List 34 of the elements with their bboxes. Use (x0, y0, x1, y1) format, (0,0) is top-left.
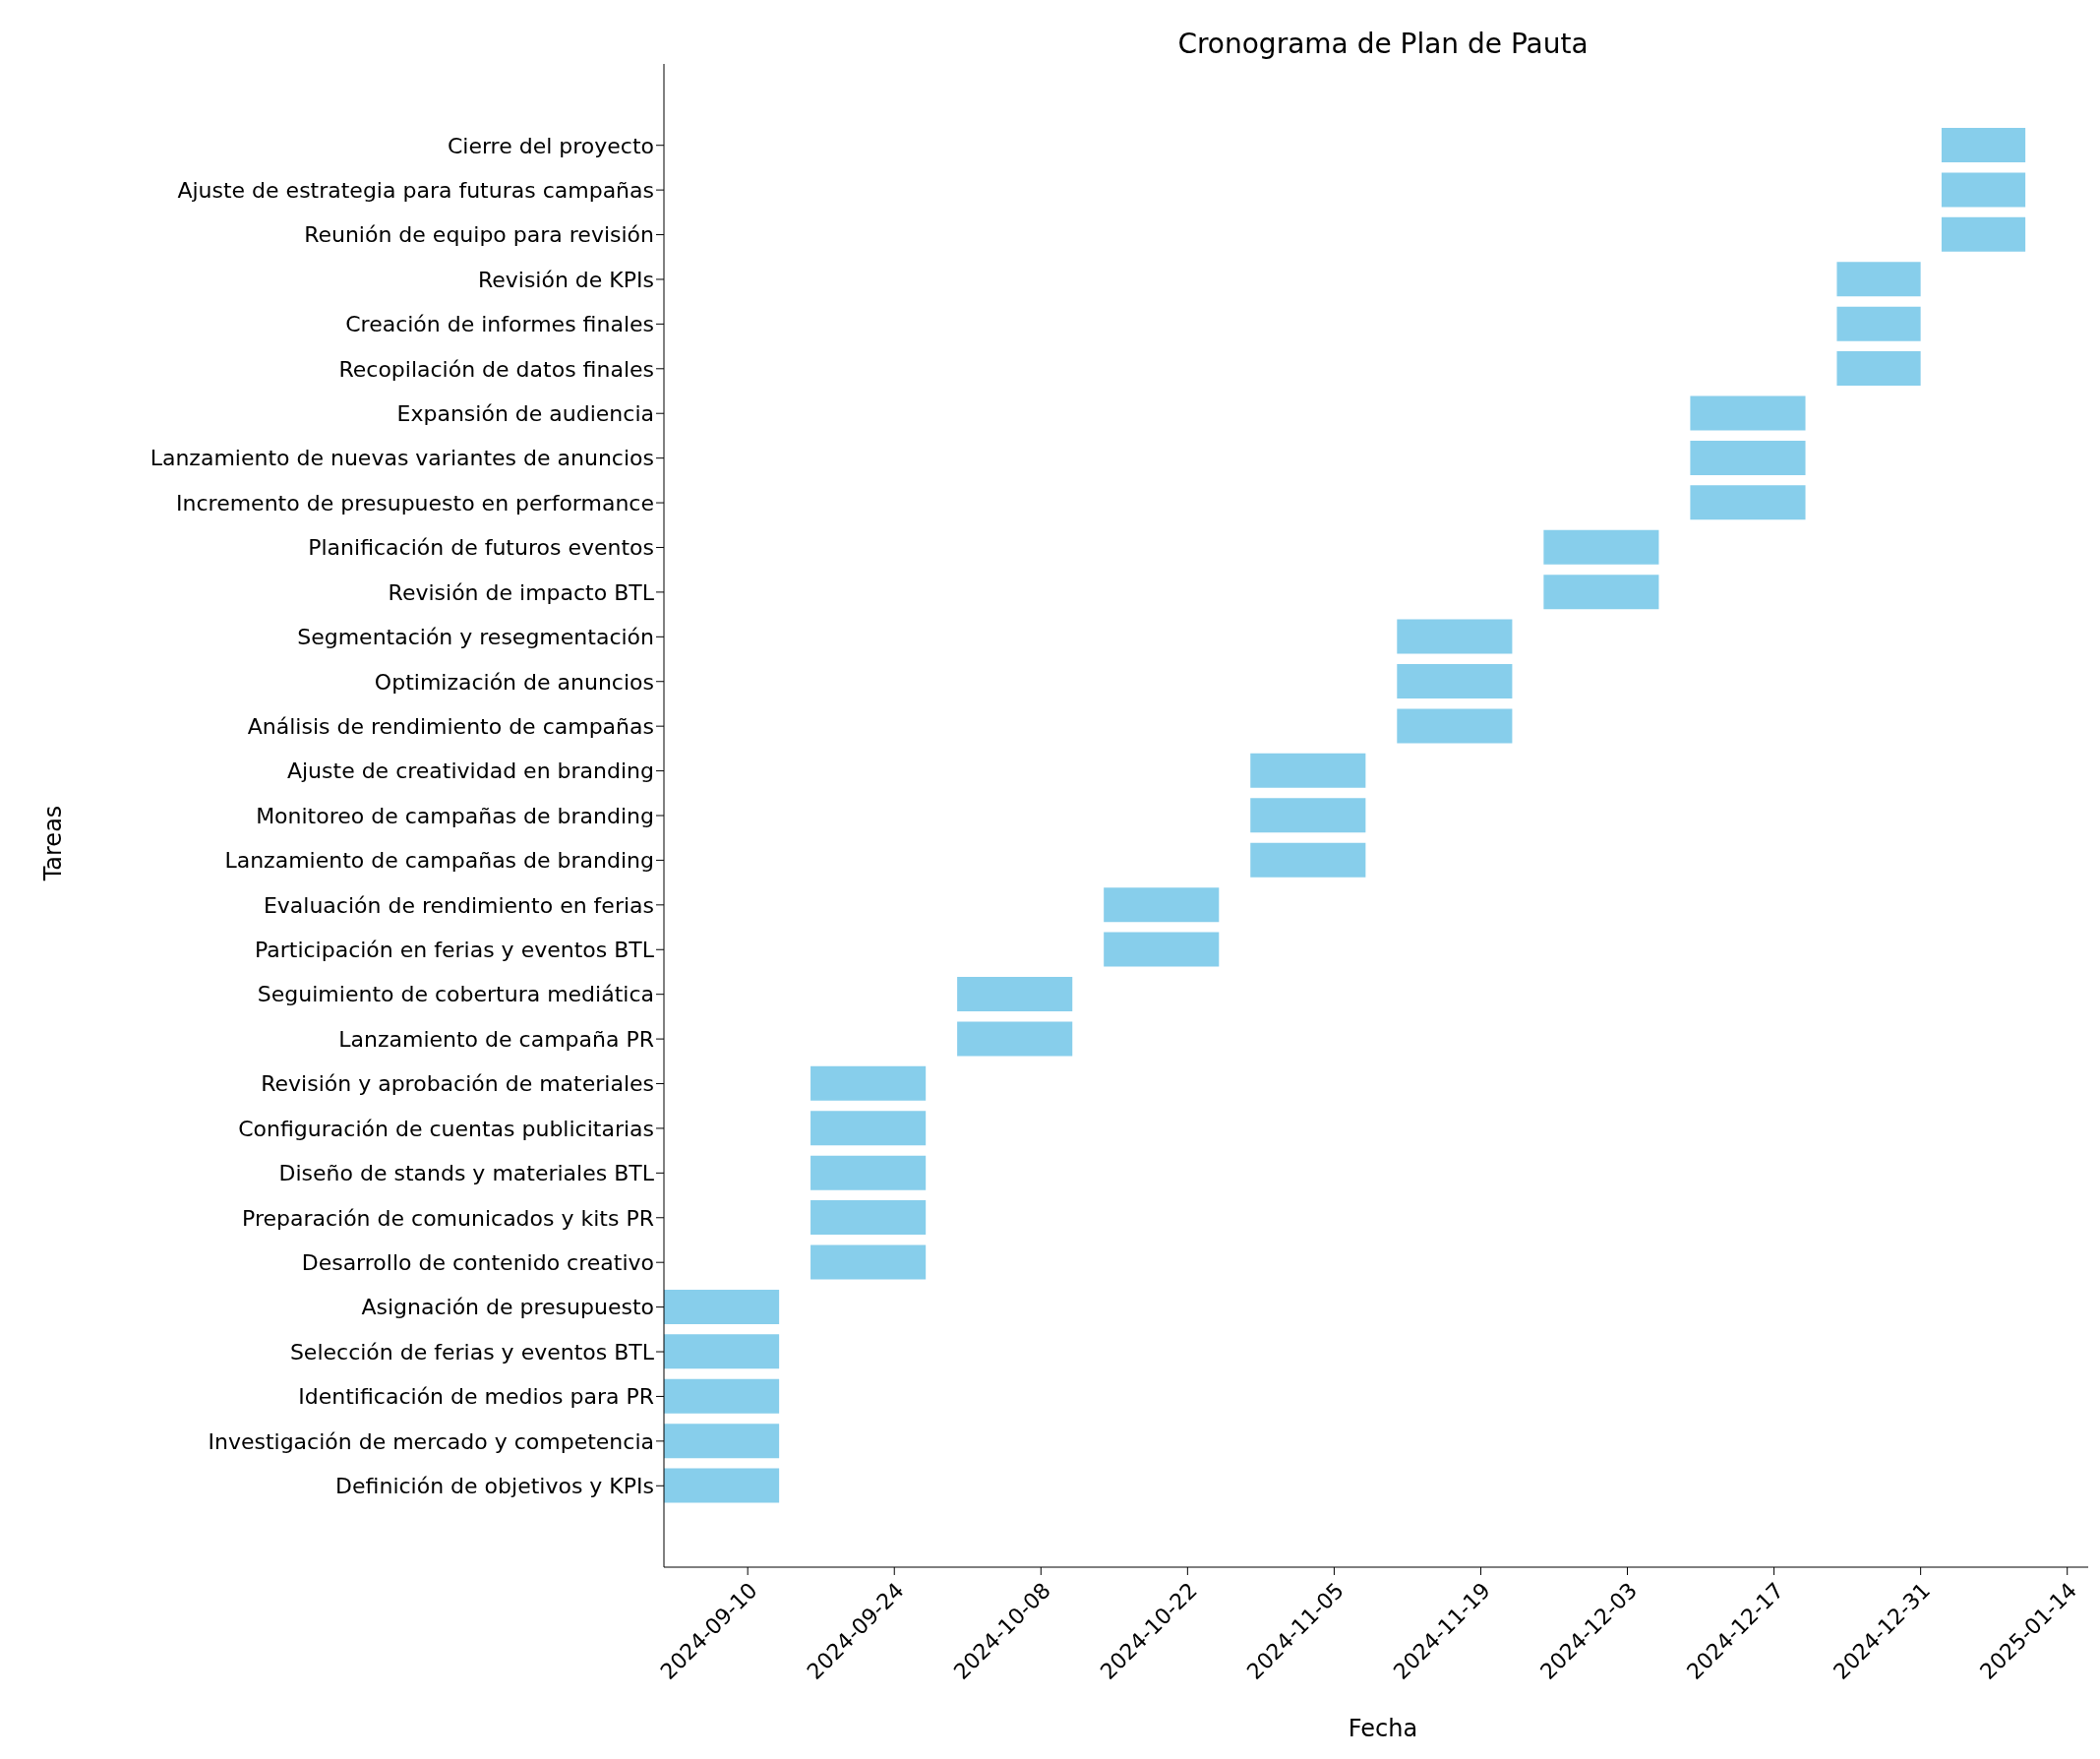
y-tick-label: Ajuste de estrategia para futuras campañas (177, 177, 654, 203)
y-tick-label: Ajuste de creatividad en branding (286, 758, 654, 784)
y-tick-label: Asignación de presupuesto (361, 1295, 654, 1320)
y-tick-label: Lanzamiento de campañas de branding (224, 848, 654, 874)
y-tick-label: Monitoreo de campañas de branding (256, 803, 654, 828)
y-tick-label: Creación de informes finales (345, 312, 654, 337)
y-tick-label: Recopilación de datos finales (338, 356, 654, 382)
y-tick-label: Participación en ferias y eventos BTL (254, 938, 655, 963)
y-tick-label: Revisión de impacto BTL (388, 579, 655, 605)
y-tick-label: Diseño de stands y materiales BTL (278, 1161, 655, 1186)
y-tick-label: Lanzamiento de campaña PR (338, 1026, 654, 1052)
y-tick-label: Preparación de comunicados y kits PR (242, 1205, 654, 1231)
y-tick-label: Revisión y aprobación de materiales (261, 1071, 654, 1097)
y-tick-label: Optimización de anuncios (374, 669, 654, 695)
y-tick-label: Expansión de audiencia (396, 401, 654, 427)
y-tick-label: Desarrollo de contenido creativo (301, 1250, 654, 1275)
y-tick-label: Selección de ferias y eventos BTL (289, 1339, 655, 1365)
chart-title: Cronograma de Plan de Pauta (1176, 28, 1590, 60)
y-tick-label: Segmentación y resegmentación (297, 625, 654, 650)
y-tick-label: Investigación de mercado y competencia (208, 1428, 654, 1454)
y-tick-label: Configuración de cuentas publicitarias (238, 1116, 654, 1141)
y-tick-label: Revisión de KPIs (477, 267, 654, 292)
y-tick-label: Reunión de equipo para revisión (304, 222, 654, 248)
y-tick-label: Planificación de futuros eventos (308, 535, 654, 561)
y-tick-label: Incremento de presupuesto en performance (176, 490, 654, 516)
y-tick-label: Lanzamiento de nuevas variantes de anuncios (150, 446, 654, 471)
y-tick-label: Análisis de rendimiento de campañas (247, 713, 654, 739)
y-tick-label: Definición de objetivos y KPIs (335, 1474, 654, 1499)
x-axis-title: Fecha (1347, 1715, 1419, 1742)
y-tick-label: Identificación de medios para PR (298, 1384, 654, 1410)
y-tick-label: Seguimiento de cobertura mediática (257, 982, 654, 1007)
y-tick-label: Cierre del proyecto (447, 133, 654, 158)
y-axis-title: Tareas (39, 804, 67, 883)
y-tick-label: Evaluación de rendimiento en ferias (263, 892, 654, 918)
